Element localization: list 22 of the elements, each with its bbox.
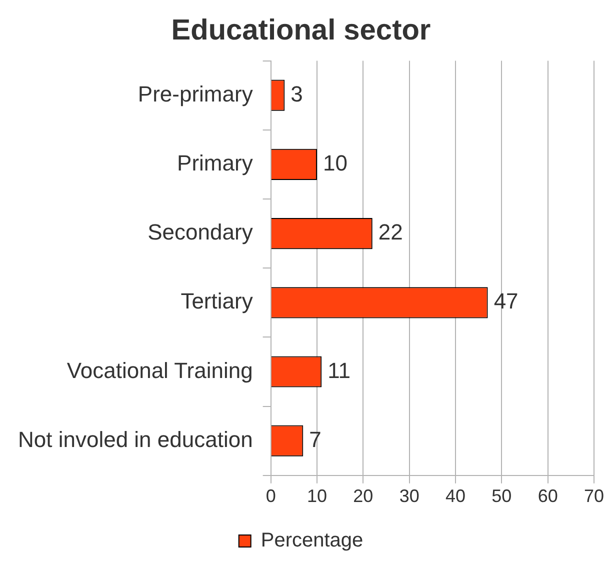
x-tick-label: 70 — [584, 486, 604, 506]
y-tick-label: Vocational Training — [66, 358, 253, 383]
y-tick-label: Tertiary — [180, 288, 253, 314]
y-tick-label: Primary — [177, 150, 253, 176]
x-tick-label: 60 — [538, 486, 558, 506]
x-tick-label: 40 — [445, 486, 466, 506]
x-tick-label: 0 — [266, 486, 276, 506]
y-tick-label: Not involed in education — [18, 426, 253, 452]
data-label: 10 — [322, 150, 348, 176]
y-tick-label: Pre-primary — [138, 81, 253, 106]
data-label: 7 — [309, 426, 322, 452]
x-tick-label: 50 — [492, 486, 512, 506]
x-tick-label: 20 — [353, 486, 374, 506]
x-tick-label: 10 — [306, 486, 328, 506]
chart-title: Educational sector — [171, 14, 431, 46]
y-tick-label: Secondary — [148, 220, 253, 245]
data-label: 11 — [328, 358, 350, 383]
data-label: 22 — [378, 220, 403, 245]
x-tick-label: 30 — [399, 486, 420, 506]
data-label: 3 — [290, 81, 303, 106]
legend-label: Percentage — [260, 530, 364, 552]
data-label: 47 — [494, 288, 518, 314]
